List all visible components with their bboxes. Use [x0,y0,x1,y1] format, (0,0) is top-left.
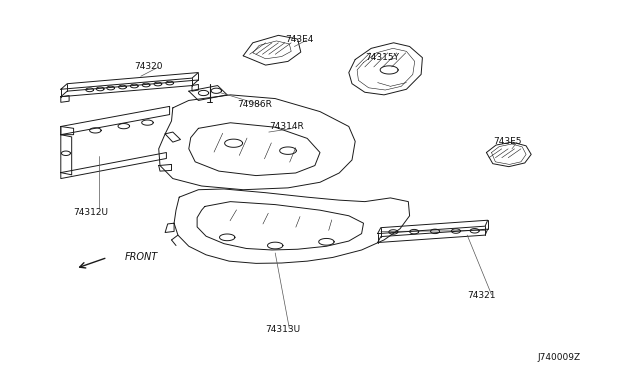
Text: 74315Y: 74315Y [365,53,399,62]
Text: 74313U: 74313U [266,325,301,334]
Text: FRONT: FRONT [125,252,158,262]
Text: 74321: 74321 [467,291,496,300]
Text: 743E4: 743E4 [285,35,313,44]
Text: 74314R: 74314R [269,122,303,131]
Text: 743E5: 743E5 [493,137,522,146]
Text: J740009Z: J740009Z [538,353,580,362]
Text: 74320: 74320 [134,62,163,71]
Text: 74312U: 74312U [74,208,109,217]
Text: 74986R: 74986R [237,100,271,109]
